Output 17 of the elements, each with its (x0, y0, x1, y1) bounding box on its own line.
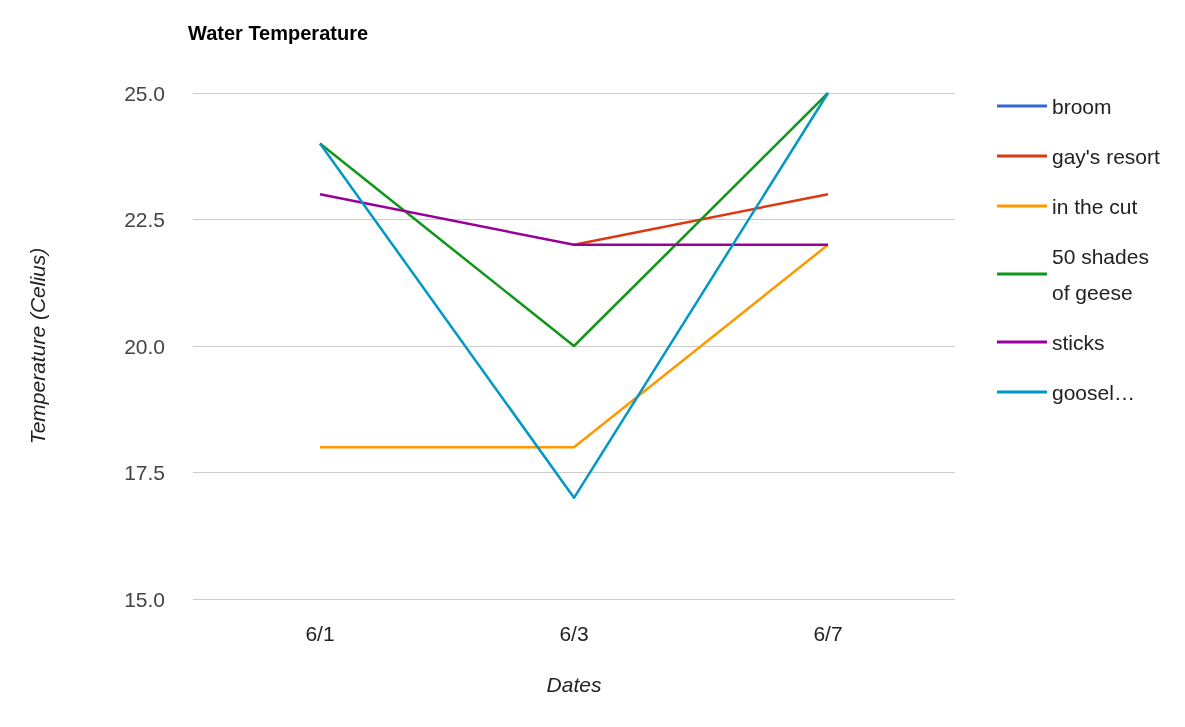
y-tick-label: 20.0 (124, 334, 165, 358)
legend-label: broom (1052, 94, 1112, 118)
legend-label: sticks (1052, 330, 1105, 354)
legend-label: 50 shades of geese (1052, 244, 1155, 304)
legend-label: in the cut (1052, 194, 1138, 218)
legend-label: goosel… (1052, 380, 1135, 404)
x-tick-label: 6/3 (559, 622, 589, 645)
chart-title: Water Temperature (188, 22, 369, 44)
y-tick-label: 25.0 (124, 81, 165, 105)
legend-label: gay's resort (1052, 144, 1161, 168)
x-tick-label: 6/7 (813, 622, 843, 645)
x-tick-label: 6/1 (305, 622, 335, 645)
y-tick-label: 17.5 (124, 461, 165, 484)
x-axis-title: Dates (546, 673, 602, 696)
y-tick-label: 22.5 (124, 208, 165, 231)
y-tick-label: 15.0 (124, 587, 165, 611)
y-axis-title: Temperature (Celius) (26, 247, 49, 445)
